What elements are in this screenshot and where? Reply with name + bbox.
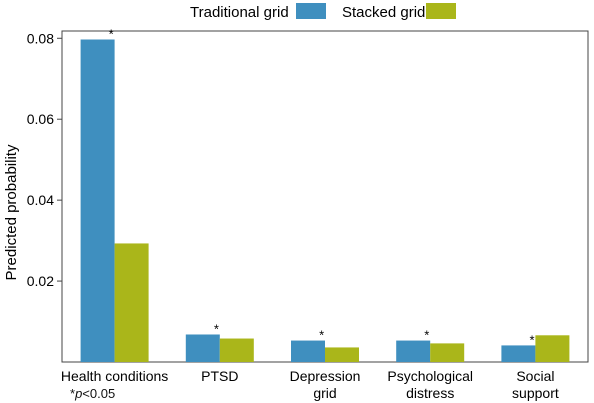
- significance-marker: *: [529, 332, 534, 347]
- bar-traditional: [291, 340, 325, 362]
- y-tick-label: 0.08: [27, 30, 54, 46]
- x-category-label: Health conditions: [61, 368, 168, 384]
- footnote: *p<0.05: [70, 386, 116, 401]
- x-category-label: support: [512, 385, 559, 401]
- legend-label-stacked: Stacked grid: [342, 4, 425, 21]
- significance-marker: *: [214, 321, 219, 336]
- x-category-label: Depression: [290, 368, 361, 384]
- y-tick-label: 0.04: [27, 192, 54, 208]
- bar-stacked: [430, 343, 465, 362]
- bar-stacked: [325, 347, 359, 362]
- bar-traditional: [80, 39, 115, 362]
- bar-stacked: [114, 243, 149, 362]
- x-category-label: Social: [516, 368, 554, 384]
- bar-traditional: [501, 345, 536, 362]
- legend-label-traditional: Traditional grid: [190, 4, 289, 21]
- bar-stacked: [535, 335, 570, 362]
- significance-marker: *: [424, 328, 429, 343]
- significance-marker: *: [109, 26, 114, 41]
- x-category-label: Psychological: [387, 368, 473, 384]
- legend: Traditional grid Stacked grid: [190, 3, 456, 21]
- x-category-label: grid: [313, 385, 336, 401]
- x-category-label: PTSD: [201, 368, 238, 384]
- bars: [80, 39, 570, 362]
- significance-marker: *: [319, 328, 324, 343]
- bar-stacked: [219, 338, 254, 362]
- legend-swatch-stacked: [426, 3, 456, 19]
- bar-traditional: [185, 334, 220, 362]
- y-tick-label: 0.06: [27, 111, 54, 127]
- y-axis-title: Predicted probability: [3, 144, 20, 280]
- y-tick-label: 0.02: [27, 273, 54, 289]
- bar-traditional: [396, 340, 431, 362]
- x-category-label: distress: [406, 385, 454, 401]
- legend-swatch-traditional: [296, 3, 326, 19]
